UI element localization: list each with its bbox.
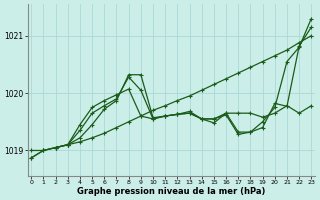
X-axis label: Graphe pression niveau de la mer (hPa): Graphe pression niveau de la mer (hPa)	[77, 187, 266, 196]
